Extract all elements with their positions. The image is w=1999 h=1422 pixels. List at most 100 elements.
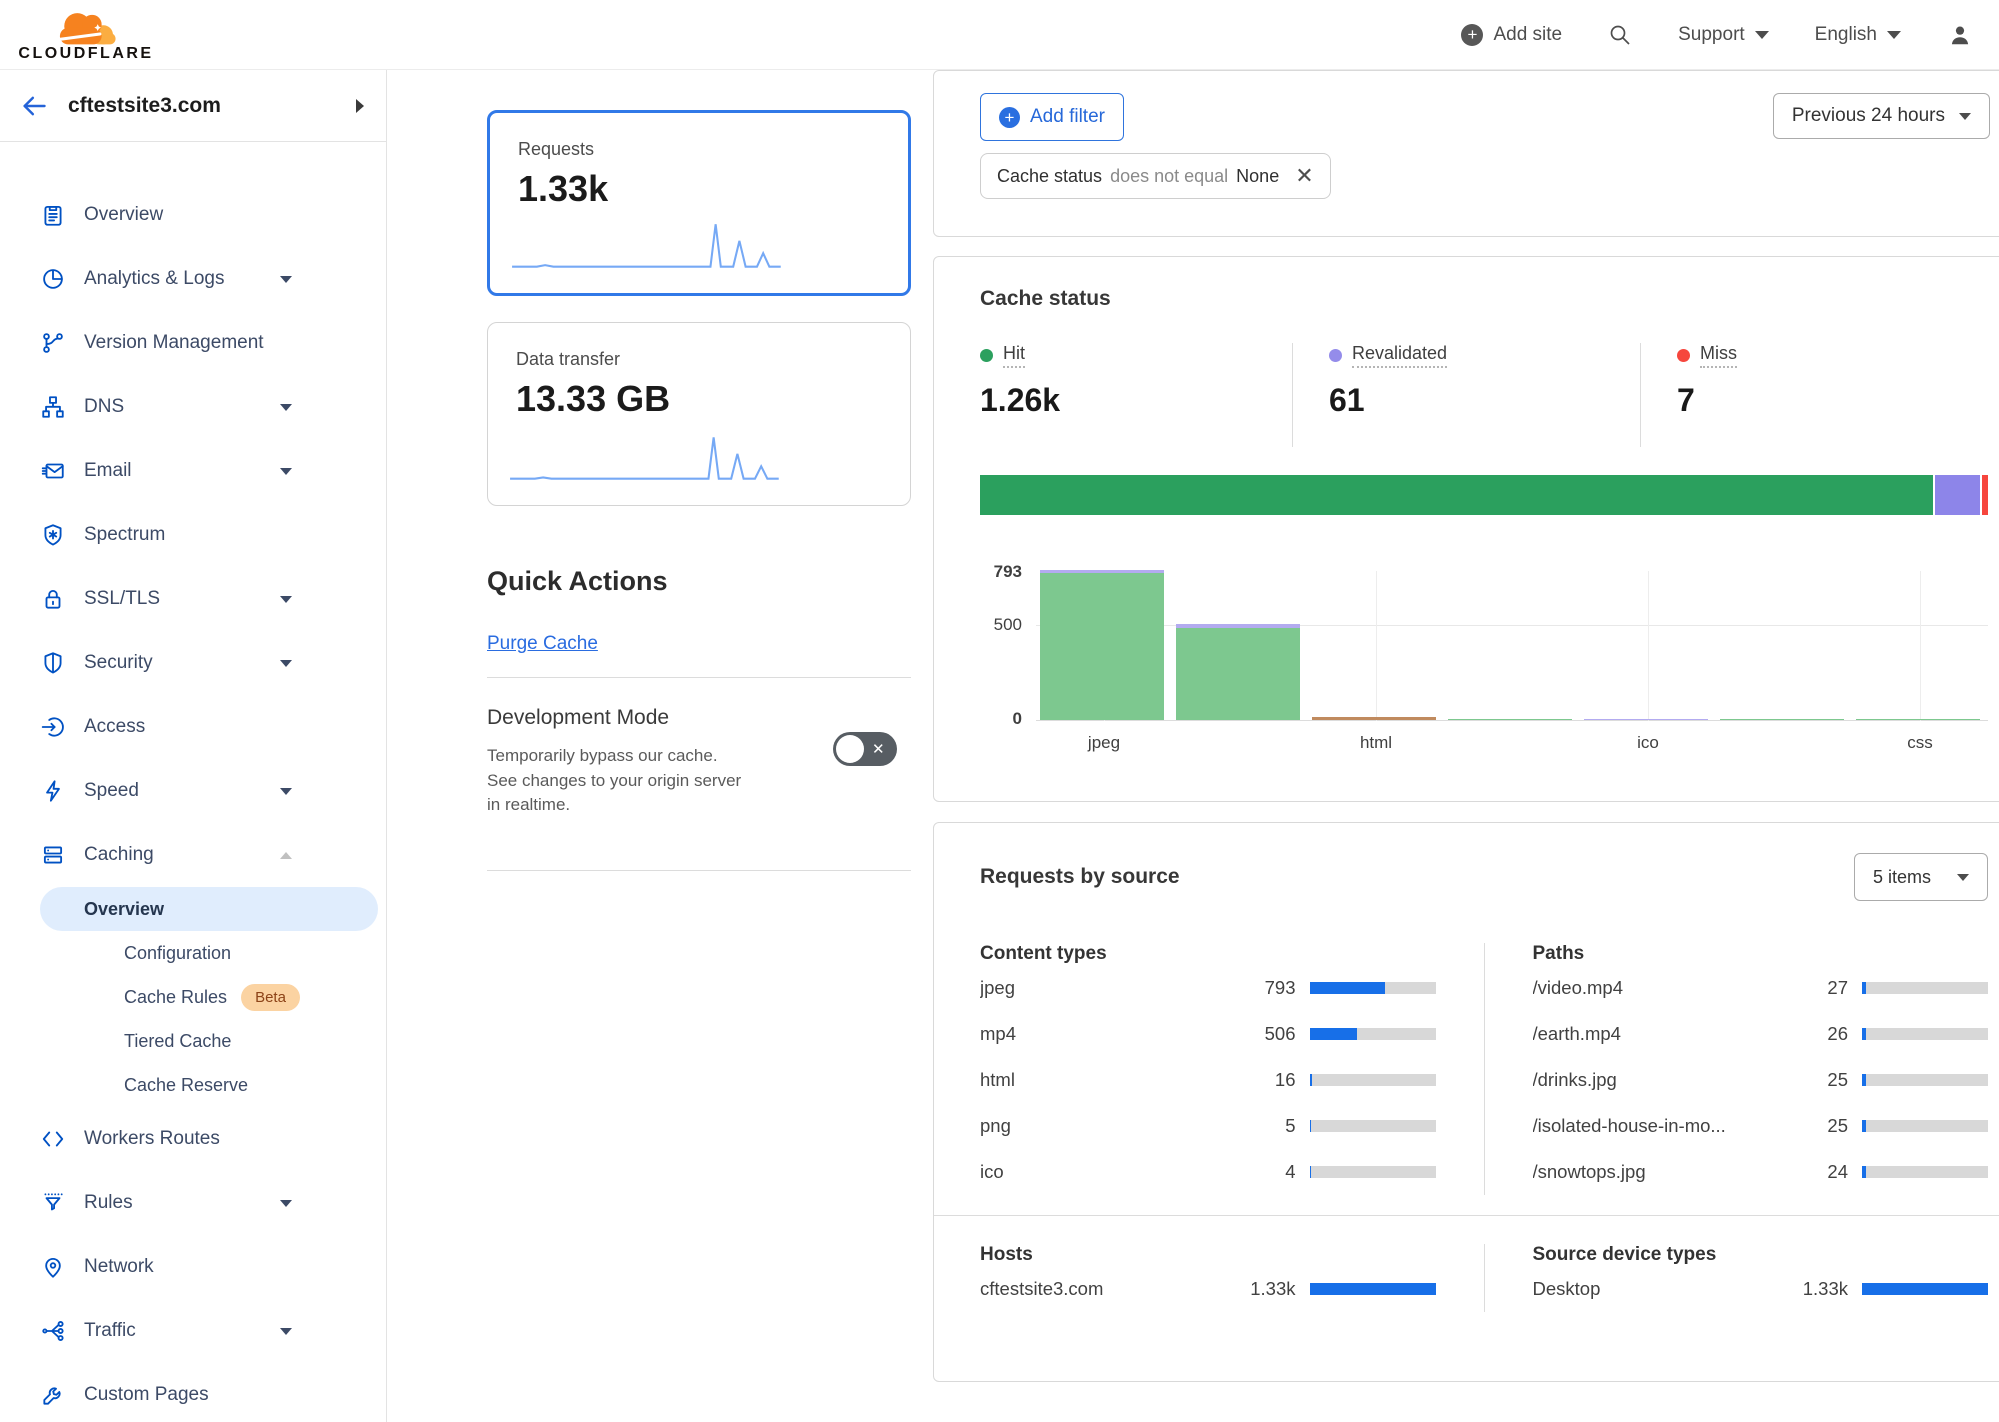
subnav-item-label: Configuration <box>124 942 232 963</box>
plus-circle-icon: + <box>999 106 1020 128</box>
list-item: ico 4 <box>980 1149 1436 1195</box>
list-item: /drinks.jpg 25 <box>1533 1057 1988 1103</box>
stacked-segment-miss <box>1982 475 1988 515</box>
items-count-dropdown[interactable]: 5 items <box>1853 853 1988 901</box>
sidebar-item-network[interactable]: Network <box>0 1235 386 1299</box>
subnav-item-configuration[interactable]: Configuration <box>40 931 378 975</box>
subnav-item-cache-rules[interactable]: Cache Rules Beta <box>40 975 378 1019</box>
sidebar-item-spectrum[interactable]: Spectrum <box>0 503 386 567</box>
add-filter-label: Add filter <box>1030 106 1105 127</box>
chart-bar-unlabeled <box>1720 718 1844 720</box>
git-branch-icon <box>43 333 63 353</box>
sidebar-item-label: Network <box>84 1256 154 1277</box>
chevron-down-icon <box>1887 30 1901 39</box>
sidebar-item-custom-pages[interactable]: Custom Pages <box>0 1363 386 1422</box>
plus-circle-icon: + <box>1461 23 1484 46</box>
sidebar-item-access[interactable]: Access <box>0 695 386 759</box>
code-brackets-icon <box>42 1131 64 1147</box>
add-filter-button[interactable]: + Add filter <box>980 93 1124 141</box>
add-site-button[interactable]: + Add site <box>1461 23 1562 46</box>
sidebar-item-label: Workers Routes <box>84 1128 220 1149</box>
mini-bar <box>1309 1283 1436 1295</box>
data-transfer-metric-card[interactable]: Data transfer 13.33 GB <box>487 322 911 506</box>
requests-sparkline <box>512 224 781 268</box>
chevron-right-icon[interactable] <box>356 98 364 113</box>
filter-value: None <box>1236 165 1280 186</box>
revalidated-label[interactable]: Revalidated <box>1352 343 1448 368</box>
mini-bar <box>1309 982 1436 994</box>
sidebar-item-version-management[interactable]: Version Management <box>0 311 386 375</box>
site-header: cftestsite3.com <box>0 70 386 142</box>
stacked-segment-hit <box>980 475 1933 515</box>
sidebar-item-overview[interactable]: Overview <box>0 183 386 247</box>
back-arrow-icon[interactable] <box>20 92 48 120</box>
y-tick-zero: 0 <box>1012 709 1022 728</box>
data-transfer-label: Data transfer <box>516 349 621 369</box>
subnav-item-overview[interactable]: Overview <box>40 887 378 931</box>
filters-card: + Add filter Previous 24 hours Cache sta… <box>933 70 1999 237</box>
sidebar-item-traffic[interactable]: Traffic <box>0 1299 386 1363</box>
wrench-icon <box>43 1387 61 1405</box>
support-menu[interactable]: Support <box>1678 24 1769 46</box>
x-axis-label: css <box>1907 733 1933 752</box>
development-mode-toggle[interactable]: ✕ <box>833 732 897 766</box>
chevron-down-icon <box>280 403 292 411</box>
subnav-item-label: Cache Rules <box>124 986 228 1007</box>
divider <box>487 677 911 678</box>
purge-cache-link[interactable]: Purge Cache <box>487 633 598 654</box>
subnav-item-cache-reserve[interactable]: Cache Reserve <box>40 1063 378 1107</box>
divider <box>487 869 911 871</box>
sidebar-item-dns[interactable]: DNS <box>0 375 386 439</box>
development-mode-title: Development Mode <box>487 706 670 729</box>
lightning-bolt-icon <box>46 780 60 802</box>
chevron-down-icon <box>280 467 292 475</box>
sidebar-item-label: SSL/TLS <box>84 588 161 609</box>
sidebar-item-workers-routes[interactable]: Workers Routes <box>0 1107 386 1171</box>
sidebar-item-label: Access <box>84 716 146 737</box>
cache-status-stats: Hit 1.26k Revalidated 61 Miss <box>980 343 1988 447</box>
sidebar-item-label: Rules <box>84 1192 133 1213</box>
subnav-item-tiered-cache[interactable]: Tiered Cache <box>40 1019 378 1063</box>
hit-label[interactable]: Hit <box>1003 343 1025 368</box>
language-menu[interactable]: English <box>1815 24 1901 46</box>
hosts-column: Hosts cftestsite3.com 1.33k <box>980 1244 1484 1312</box>
stat-hit: Hit 1.26k <box>980 343 1292 447</box>
list-item: html 16 <box>980 1057 1436 1103</box>
search-icon[interactable] <box>1608 23 1632 47</box>
stat-revalidated: Revalidated 61 <box>1292 343 1640 447</box>
filter-chip[interactable]: Cache status does not equal None ✕ <box>980 153 1331 199</box>
requests-label: Requests <box>518 139 595 159</box>
filter-operator: does not equal <box>1110 165 1229 186</box>
miss-label[interactable]: Miss <box>1700 343 1737 368</box>
user-profile-icon[interactable] <box>1947 22 1973 48</box>
sidebar-item-speed[interactable]: Speed <box>0 759 386 823</box>
sidebar-item-email[interactable]: Email <box>0 439 386 503</box>
shield-icon <box>44 652 62 674</box>
list-item: cftestsite3.com 1.33k <box>980 1266 1436 1312</box>
paths-column: Paths /video.mp4 27 /earth.mp4 26 /drink… <box>1483 943 1988 1195</box>
remove-filter-icon[interactable]: ✕ <box>1295 163 1314 188</box>
sidebar-item-analytics-logs[interactable]: Analytics & Logs <box>0 247 386 311</box>
vertical-gridline <box>1376 571 1377 721</box>
list-item: /snowtops.jpg 24 <box>1533 1149 1988 1195</box>
x-axis-label: jpeg <box>1087 733 1121 752</box>
sidebar-item-caching[interactable]: Caching <box>0 823 386 887</box>
cache-status-column-chart: 793 500 0 <box>980 562 1988 728</box>
stat-miss: Miss 7 <box>1640 343 1988 447</box>
requests-metric-card[interactable]: Requests 1.33k <box>487 110 911 296</box>
requests-by-source-card: Requests by source 5 items Content types… <box>933 822 1999 1382</box>
hierarchy-icon <box>42 396 64 418</box>
sidebar-item-security[interactable]: Security <box>0 631 386 695</box>
chart-bar-unlabeled <box>1175 624 1300 720</box>
cloudflare-logo[interactable]: CLOUDFLARE <box>18 7 151 63</box>
sidebar-item-rules[interactable]: Rules <box>0 1171 386 1235</box>
sidebar-item-ssl-tls[interactable]: SSL/TLS <box>0 567 386 631</box>
list-item: Desktop 1.33k <box>1533 1266 1988 1312</box>
chevron-up-icon <box>280 851 292 859</box>
filter-field: Cache status <box>997 165 1103 186</box>
miss-value: 7 <box>1677 382 1695 418</box>
list-item: /video.mp4 27 <box>1533 965 1988 1011</box>
content-types-column: Content types jpeg 793 mp4 506 html 16 <box>980 943 1484 1195</box>
time-range-dropdown[interactable]: Previous 24 hours <box>1772 93 1990 139</box>
mini-bar <box>1862 1166 1988 1178</box>
